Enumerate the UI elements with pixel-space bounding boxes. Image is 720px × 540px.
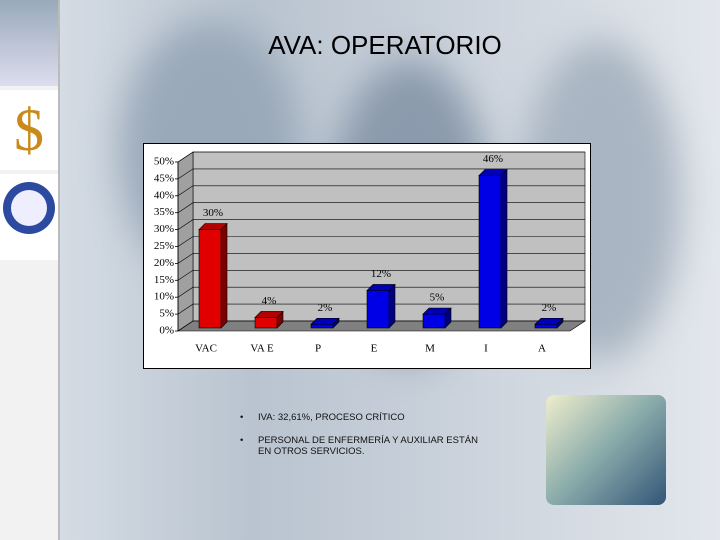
clinic-logo [0,174,58,260]
x-tick-label: M [425,343,435,355]
dollar-image: $ [0,90,58,170]
grid-line [177,202,585,213]
grid-line [177,168,585,180]
bar [534,317,564,329]
logo-icon [3,182,55,234]
x-tick-label: P [315,343,321,355]
bar-front [310,323,334,329]
bar-front [422,313,446,329]
bar-side [500,168,508,329]
grid-line [177,236,585,247]
bar-front [198,229,222,329]
grid-line [177,320,585,332]
bar [198,222,228,329]
bar-front [254,317,278,329]
bar [478,168,508,329]
bar [422,307,452,329]
y-tick-label: 0% [159,325,174,337]
bullet: IVA: 32,61%, PROCESO CRÍTICO [240,412,490,423]
bar-front [366,290,390,329]
bar-side [220,222,228,329]
y-tick-label: 5% [159,308,174,320]
y-tick-label: 20% [154,257,174,269]
bar-side [388,283,396,329]
bar [254,310,284,329]
y-tick-label: 10% [154,291,174,303]
sidebar: $ [0,0,60,540]
svg-text:$: $ [14,97,44,163]
data-label: 4% [262,295,277,307]
bar [310,317,340,329]
x-tick-label: E [371,343,378,355]
grid-line [177,151,585,163]
grid-line [177,253,585,264]
y-tick-label: 45% [154,172,174,184]
y-tick-label: 30% [154,223,174,235]
grid-line [177,286,585,298]
data-label: 12% [371,268,391,280]
bar-front [478,175,502,329]
bar [366,283,396,329]
y-tick-label: 40% [154,189,174,201]
data-label: 30% [203,207,223,219]
y-tick-label: 50% [154,156,174,168]
bullet: PERSONAL DE ENFERMERÍA Y AUXILIAR ESTÁN … [240,435,490,457]
slide-title: AVA: OPERATORIO [268,30,502,60]
grid-line [177,270,585,281]
doctor-image [0,0,58,86]
data-label: 5% [430,292,445,304]
grid-line [177,219,585,230]
x-tick-label: I [484,343,488,355]
bullet-list: IVA: 32,61%, PROCESO CRÍTICO PERSONAL DE… [240,412,490,469]
y-tick-label: 15% [154,274,174,286]
bar-front [534,323,558,329]
y-tick-label: 35% [154,206,174,218]
x-tick-label: VAC [195,343,217,355]
data-label: 46% [483,153,503,165]
office-photo [546,395,666,505]
grid-line [177,303,585,315]
dollar-icon: $ [14,97,44,163]
data-label: 2% [542,302,557,314]
y-tick-label: 25% [154,240,174,252]
x-tick-label: A [538,343,546,355]
x-tick-label: VA E [250,343,274,355]
grid-line [177,185,585,197]
data-label: 2% [318,302,333,314]
chart: 0% 5% 10% 15% 20% 25% 30% 35% 40% 45% 50% VAC 30% VA … [143,143,591,369]
